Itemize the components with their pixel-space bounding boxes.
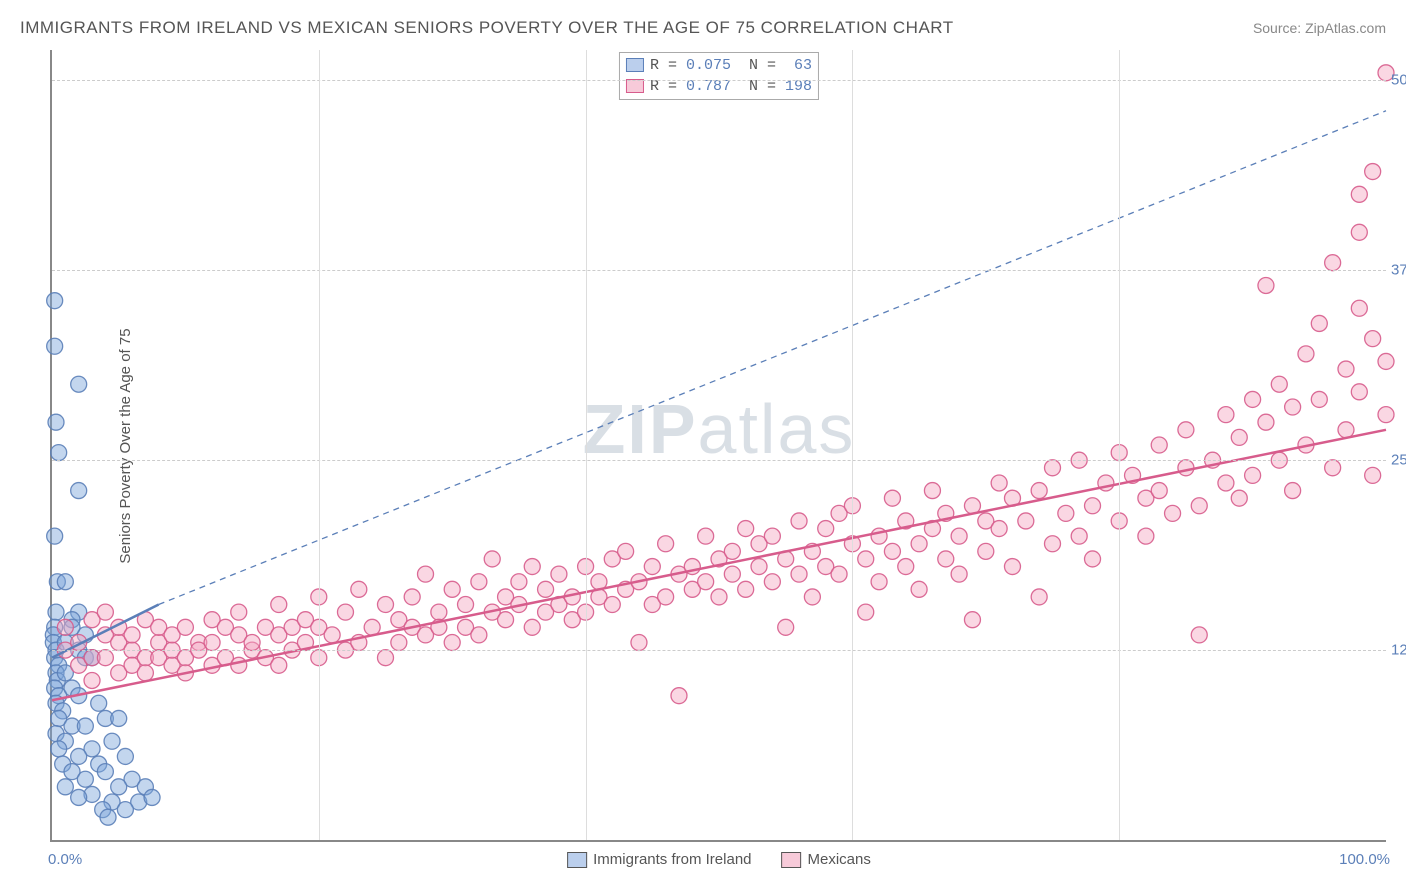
swatch-blue-icon: [626, 58, 644, 72]
stats-row-2: R = 0.787 N = 198: [626, 76, 812, 97]
series-legend: Immigrants from Ireland Mexicans: [567, 851, 871, 868]
legend-item-mexicans: Mexicans: [782, 851, 871, 868]
x-tick-max: 100.0%: [1339, 851, 1390, 868]
legend-swatch-blue-icon: [567, 852, 587, 868]
chart-container: IMMIGRANTS FROM IRELAND VS MEXICAN SENIO…: [0, 0, 1406, 892]
legend-swatch-pink-icon: [782, 852, 802, 868]
y-tick-label: 50.0%: [1391, 72, 1406, 89]
stats-row-1: R = 0.075 N = 63: [626, 55, 812, 76]
y-tick-label: 37.5%: [1391, 262, 1406, 279]
plot-area: ZIPatlas R = 0.075 N = 63 R = 0.787 N = …: [50, 50, 1386, 842]
stats-legend-box: R = 0.075 N = 63 R = 0.787 N = 198: [619, 52, 819, 100]
scatter-svg: [52, 50, 1386, 840]
source-label: Source: ZipAtlas.com: [1253, 20, 1386, 36]
legend-label-ireland: Immigrants from Ireland: [593, 851, 751, 868]
legend-item-ireland: Immigrants from Ireland: [567, 851, 751, 868]
chart-title: IMMIGRANTS FROM IRELAND VS MEXICAN SENIO…: [20, 18, 954, 38]
y-tick-label: 25.0%: [1391, 452, 1406, 469]
x-tick-min: 0.0%: [48, 851, 82, 868]
y-tick-label: 12.5%: [1391, 642, 1406, 659]
legend-label-mexicans: Mexicans: [808, 851, 871, 868]
